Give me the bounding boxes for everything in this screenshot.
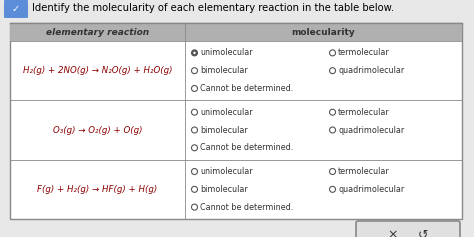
Text: unimolecular: unimolecular (200, 48, 253, 57)
Text: ✓: ✓ (12, 4, 20, 14)
Text: quadrimolecular: quadrimolecular (338, 185, 404, 194)
Text: elementary reaction: elementary reaction (46, 27, 149, 36)
Text: molecularity: molecularity (292, 27, 356, 36)
Text: unimolecular: unimolecular (200, 167, 253, 176)
Text: quadrimolecular: quadrimolecular (338, 126, 404, 135)
Circle shape (191, 50, 198, 56)
Text: Cannot be determined.: Cannot be determined. (200, 84, 293, 93)
Circle shape (193, 52, 196, 54)
Text: ×: × (388, 228, 398, 237)
Text: quadrimolecular: quadrimolecular (338, 66, 404, 75)
Text: bimolecular: bimolecular (200, 66, 248, 75)
Text: O₃(g) → O₂(g) + O(g): O₃(g) → O₂(g) + O(g) (53, 126, 142, 135)
Text: termolecular: termolecular (338, 167, 390, 176)
Text: H₂(g) + 2NO(g) → N₂O(g) + H₂O(g): H₂(g) + 2NO(g) → N₂O(g) + H₂O(g) (23, 66, 172, 75)
Text: unimolecular: unimolecular (200, 108, 253, 117)
Text: ↺: ↺ (418, 228, 428, 237)
Text: Identify the molecularity of each elementary reaction in the table below.: Identify the molecularity of each elemen… (32, 3, 394, 13)
Text: Cannot be determined.: Cannot be determined. (200, 203, 293, 212)
FancyBboxPatch shape (356, 221, 460, 237)
FancyBboxPatch shape (10, 23, 462, 219)
Text: Cannot be determined.: Cannot be determined. (200, 143, 293, 152)
Text: termolecular: termolecular (338, 108, 390, 117)
Text: bimolecular: bimolecular (200, 126, 248, 135)
FancyBboxPatch shape (4, 0, 28, 18)
Text: termolecular: termolecular (338, 48, 390, 57)
Text: F(g) + H₂(g) → HF(g) + H(g): F(g) + H₂(g) → HF(g) + H(g) (37, 185, 158, 194)
Text: bimolecular: bimolecular (200, 185, 248, 194)
FancyBboxPatch shape (10, 23, 462, 41)
